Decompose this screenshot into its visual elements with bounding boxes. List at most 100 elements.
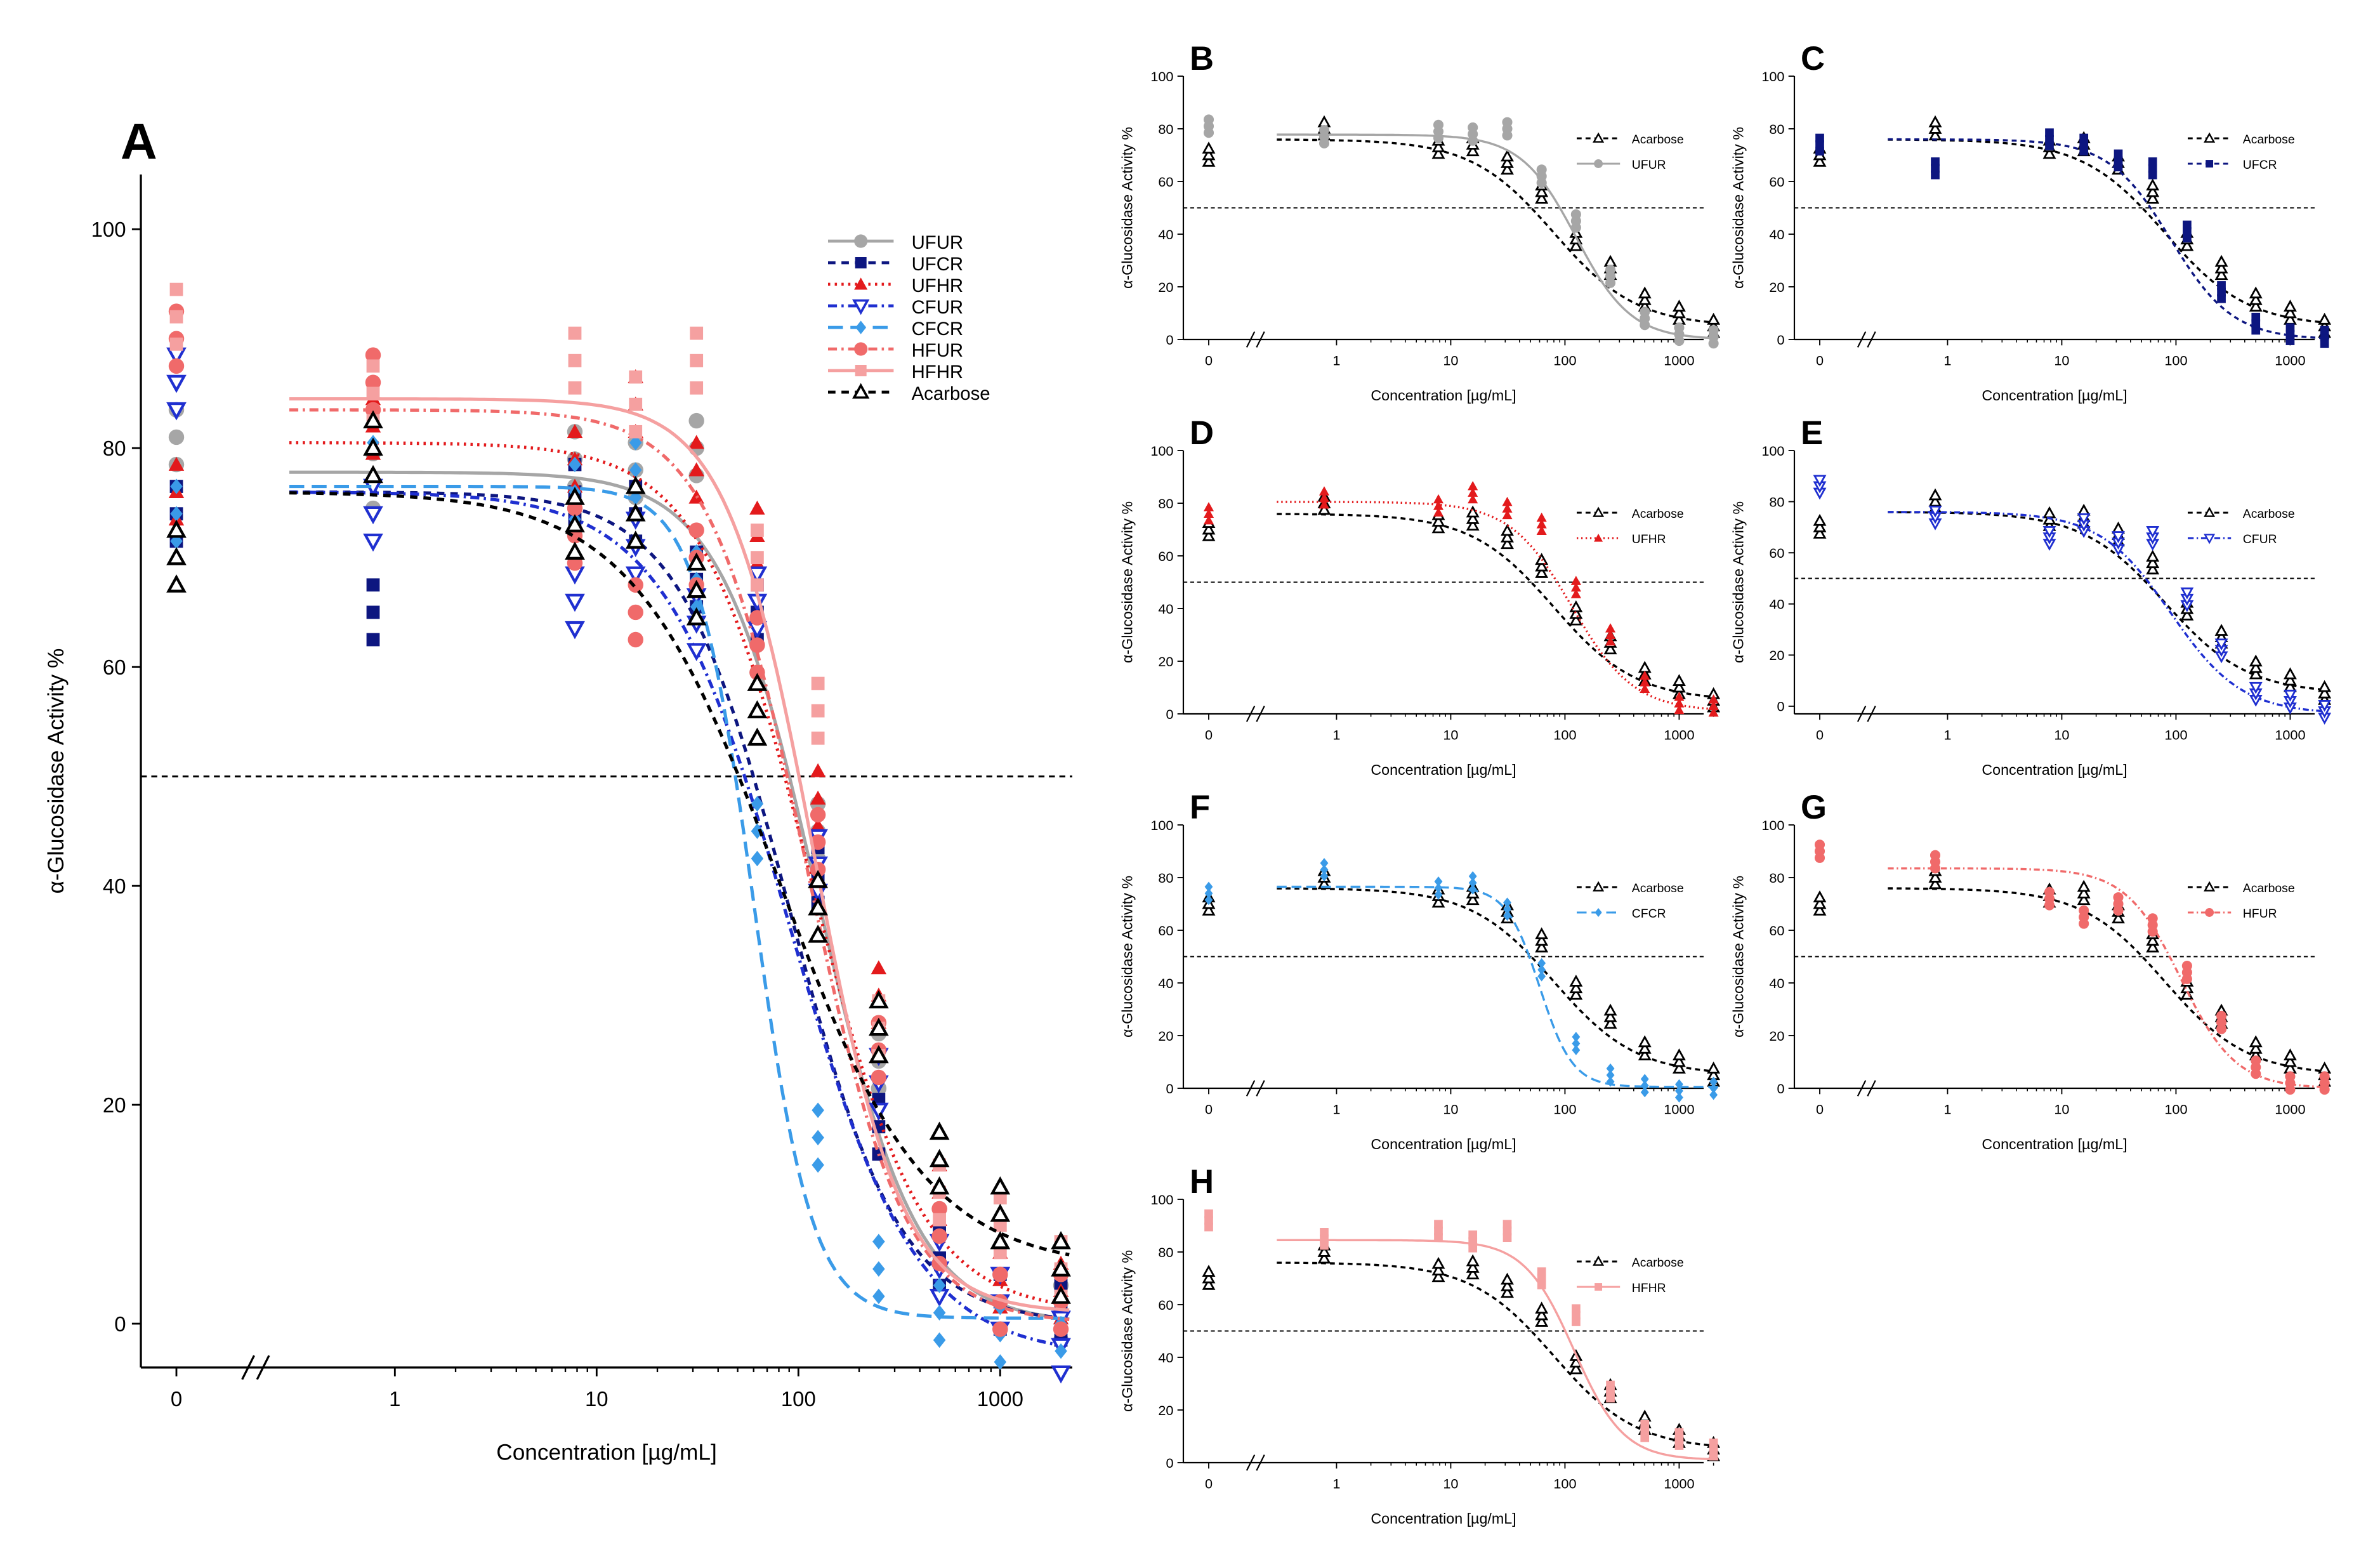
- data-point-Acarbose: [1501, 155, 1514, 168]
- data-point-UFCR: [1815, 133, 1824, 143]
- data-point-CFCR: [812, 1130, 824, 1146]
- data-point-UFHR: [1708, 694, 1719, 704]
- data-point-UFCR: [1931, 170, 1940, 180]
- data-point-HFHR: [629, 370, 643, 384]
- x-tick-label: 0: [1205, 352, 1213, 368]
- data-point-HFHR: [690, 326, 704, 340]
- data-point-HFHR: [751, 524, 764, 537]
- data-point-UFHR: [1674, 704, 1685, 715]
- y-tick-label: 80: [1158, 496, 1173, 511]
- data-point-HFHR: [1204, 1209, 1213, 1218]
- data-point-Acarbose: [1535, 553, 1549, 565]
- y-tick-label: 0: [1166, 1455, 1173, 1471]
- data-point-UFUR: [1640, 306, 1650, 317]
- data-point-Acarbose: [2249, 1035, 2263, 1048]
- data-point-HFHR: [1320, 1228, 1329, 1237]
- data-point-HFUR: [2216, 1010, 2227, 1021]
- data-point-Acarbose: [1813, 520, 1827, 532]
- data-point-Acarbose: [1051, 1258, 1071, 1277]
- data-point-UFUR: [1605, 264, 1616, 275]
- data-point-UFHR: [1318, 492, 1330, 503]
- x-axis-label: Concentration [µg/mL]: [1371, 1136, 1516, 1152]
- data-point-CFCR: [1606, 1070, 1615, 1081]
- y-tick-label: 40: [1769, 975, 1784, 991]
- data-point-Acarbose: [1431, 515, 1445, 527]
- legend-label-HFHR: HFHR: [912, 362, 964, 383]
- data-point-UFHR: [1502, 510, 1513, 520]
- data-point-Acarbose: [1638, 293, 1652, 305]
- data-point-Acarbose: [1501, 1279, 1514, 1291]
- data-point-UFCR: [366, 633, 380, 647]
- data-point-Acarbose: [2042, 506, 2056, 518]
- data-point-CFCR: [1320, 858, 1329, 869]
- data-point-Acarbose: [2180, 608, 2194, 621]
- data-point-CFCR: [1709, 1090, 1718, 1100]
- data-point-HFHR: [1674, 1428, 1684, 1437]
- data-point-HFUR: [2044, 886, 2055, 897]
- y-tick-label: 40: [1158, 227, 1173, 242]
- data-point-Acarbose: [1466, 1254, 1480, 1267]
- data-point-HFUR: [628, 631, 643, 648]
- data-point-CFUR: [565, 593, 585, 612]
- data-point-CFUR: [2214, 638, 2228, 651]
- y-tick-label: 80: [1769, 870, 1784, 886]
- data-point-Acarbose: [686, 552, 707, 571]
- y-tick-label: 20: [1769, 1028, 1784, 1044]
- y-tick-label: 60: [1769, 923, 1784, 939]
- legend-marker-Acarbose: [1593, 1255, 1605, 1266]
- y-tick-label: 80: [103, 437, 126, 460]
- axis-break-mark: [1246, 1454, 1265, 1471]
- data-point-HFHR: [1606, 1393, 1615, 1403]
- data-point-CFCR: [812, 1157, 824, 1173]
- data-point-HFHR: [1320, 1234, 1329, 1244]
- data-point-Acarbose: [2283, 1055, 2297, 1067]
- data-point-UFHR: [688, 435, 704, 449]
- data-point-CFUR: [2112, 531, 2125, 543]
- x-tick-label: 100: [1553, 727, 1576, 742]
- legend-label-Acarbose: Acarbose: [1632, 881, 1684, 895]
- data-point-Acarbose: [1535, 1315, 1549, 1327]
- data-point-Acarbose: [1813, 154, 1827, 167]
- data-point-UFCR: [2045, 128, 2054, 138]
- data-point-Acarbose: [2249, 667, 2263, 680]
- legend-marker-Acarbose: [1593, 881, 1605, 892]
- data-point-HFHR: [1537, 1274, 1546, 1283]
- y-tick-label: 20: [1158, 654, 1173, 669]
- data-point-Acarbose: [1638, 1041, 1652, 1054]
- legend-label-CFUR: CFUR: [2243, 532, 2277, 546]
- data-point-CFUR: [1928, 505, 1942, 518]
- data-point-CFCR: [170, 478, 183, 494]
- data-point-Acarbose: [2214, 261, 2228, 273]
- x-tick-label: 1000: [1664, 352, 1694, 368]
- legend-marker-HFUR: [854, 342, 868, 356]
- data-point-HFHR: [169, 282, 183, 296]
- data-point-CFCR: [1674, 1092, 1683, 1103]
- legend-marker-Acarbose: [2204, 881, 2216, 892]
- data-point-HFUR: [810, 807, 826, 823]
- data-point-HFUR: [628, 604, 643, 621]
- data-point-Acarbose: [1535, 559, 1549, 572]
- data-point-CFCR: [1320, 871, 1329, 881]
- legend-marker-CFCR: [1595, 908, 1602, 917]
- axis-break-mark: [241, 1355, 270, 1380]
- data-point-CFCR: [629, 462, 642, 478]
- data-point-HFHR: [1709, 1451, 1718, 1461]
- data-point-HFHR: [1674, 1441, 1684, 1450]
- legend-label-UFHR: UFHR: [1632, 532, 1666, 546]
- data-point-Acarbose: [1431, 147, 1445, 159]
- data-point-Acarbose: [1603, 642, 1617, 655]
- data-point-Acarbose: [929, 1176, 950, 1195]
- data-point-Acarbose: [2249, 286, 2263, 299]
- data-point-Acarbose: [1813, 513, 1827, 526]
- data-point-Acarbose: [1928, 871, 1942, 883]
- data-point-CFCR: [994, 1354, 1007, 1370]
- data-point-Acarbose: [1603, 1003, 1617, 1016]
- data-point-UFUR: [1674, 322, 1685, 333]
- data-point-UFCR: [2251, 312, 2261, 322]
- data-point-Acarbose: [2283, 1048, 2297, 1060]
- data-point-UFHR: [1203, 515, 1214, 525]
- data-point-Acarbose: [1603, 254, 1617, 267]
- data-point-UFHR: [168, 456, 185, 471]
- data-point-Acarbose: [1202, 529, 1216, 541]
